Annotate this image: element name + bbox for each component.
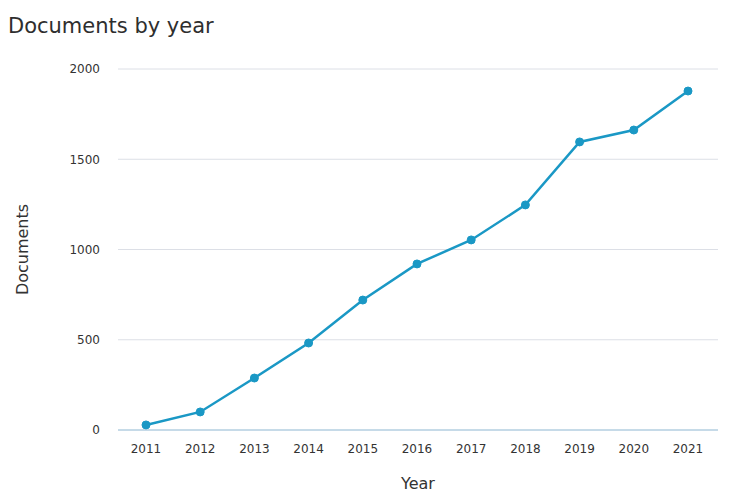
svg-text:2015: 2015 (348, 442, 379, 456)
svg-text:2016: 2016 (402, 442, 433, 456)
svg-text:2020: 2020 (619, 442, 650, 456)
svg-text:2014: 2014 (293, 442, 324, 456)
svg-text:2021: 2021 (673, 442, 704, 456)
svg-text:2019: 2019 (564, 442, 595, 456)
svg-text:2017: 2017 (456, 442, 487, 456)
svg-text:2012: 2012 (185, 442, 216, 456)
svg-text:1000: 1000 (69, 243, 100, 257)
svg-text:2018: 2018 (510, 442, 541, 456)
svg-text:Year: Year (400, 474, 435, 493)
svg-text:2000: 2000 (69, 62, 100, 76)
html-text:Documents by year: Documents by year (8, 14, 214, 38)
svg-text:0: 0 (92, 423, 100, 437)
svg-text:Documents: Documents (13, 204, 32, 295)
svg-text:1500: 1500 (69, 153, 100, 167)
svg-text:2011: 2011 (131, 442, 162, 456)
svg-text:2013: 2013 (239, 442, 270, 456)
svg-text:500: 500 (77, 333, 100, 347)
